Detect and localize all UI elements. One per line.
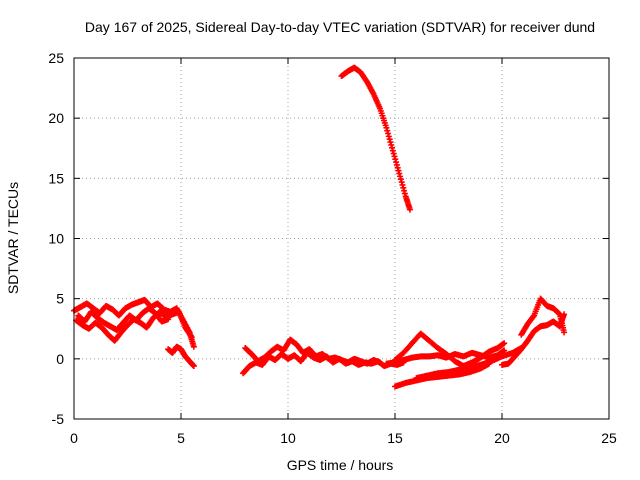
data-point (391, 153, 398, 160)
data-point (385, 130, 392, 137)
data-point (393, 159, 400, 166)
series-seg-m (518, 295, 568, 338)
x-tick-label: 25 (601, 430, 617, 446)
x-axis-label: GPS time / hours (287, 457, 394, 473)
x-tick-label: 15 (387, 430, 403, 446)
series-seg-l (499, 311, 568, 368)
grid-layer (74, 58, 609, 419)
data-point (394, 164, 401, 171)
data-point (398, 179, 405, 186)
series-seg-a (71, 296, 197, 350)
data-point (389, 144, 396, 151)
data-point (397, 173, 404, 180)
data-point (385, 133, 392, 140)
data-point (397, 176, 404, 183)
data-point (188, 334, 195, 341)
data-point (190, 363, 197, 370)
data-point (389, 147, 396, 154)
tick-layer: 0 5 10 15 20 25 -5 0 5 10 15 20 25 (48, 50, 617, 446)
y-tick-label: 20 (48, 110, 64, 126)
x-tick-label: 10 (280, 430, 296, 446)
y-tick-label: 10 (48, 231, 64, 247)
data-point (399, 181, 406, 188)
data-point (406, 206, 413, 213)
y-tick-label: 15 (48, 170, 64, 186)
data-point (501, 347, 508, 354)
data-point (396, 170, 403, 177)
data-point (377, 359, 384, 366)
data-point (386, 136, 393, 143)
data-point (387, 139, 394, 146)
y-axis-label: SDTVAR / TECUs (5, 182, 21, 294)
series-seg-g (242, 336, 384, 367)
series-seg-c (75, 305, 172, 333)
data-point (530, 313, 537, 320)
y-tick-label: 5 (56, 291, 64, 307)
data-point (400, 184, 407, 191)
data-point (190, 343, 197, 350)
series-seg-i (383, 347, 508, 367)
y-tick-label: -5 (52, 411, 65, 427)
y-tick-label: 25 (48, 50, 64, 66)
data-point (383, 124, 390, 131)
series-seg-e (338, 64, 413, 213)
series-seg-d (165, 343, 197, 370)
data-point (393, 161, 400, 168)
data-point (501, 340, 508, 347)
data-point (395, 167, 402, 174)
data-point (165, 316, 172, 323)
data-point (390, 150, 397, 157)
y-tick-label: 0 (56, 351, 64, 367)
x-tick-label: 5 (177, 430, 185, 446)
data-layer (71, 64, 568, 390)
data-point (392, 156, 399, 163)
data-point (401, 187, 408, 194)
series-seg-h (392, 330, 508, 370)
plot-frame (73, 57, 610, 420)
data-point (384, 127, 391, 134)
x-tick-label: 20 (494, 430, 510, 446)
chart-title: Day 167 of 2025, Sidereal Day-to-day VTE… (85, 19, 595, 35)
data-point (388, 141, 395, 148)
data-point (561, 329, 568, 336)
data-point (401, 190, 408, 197)
x-tick-label: 0 (70, 430, 78, 446)
